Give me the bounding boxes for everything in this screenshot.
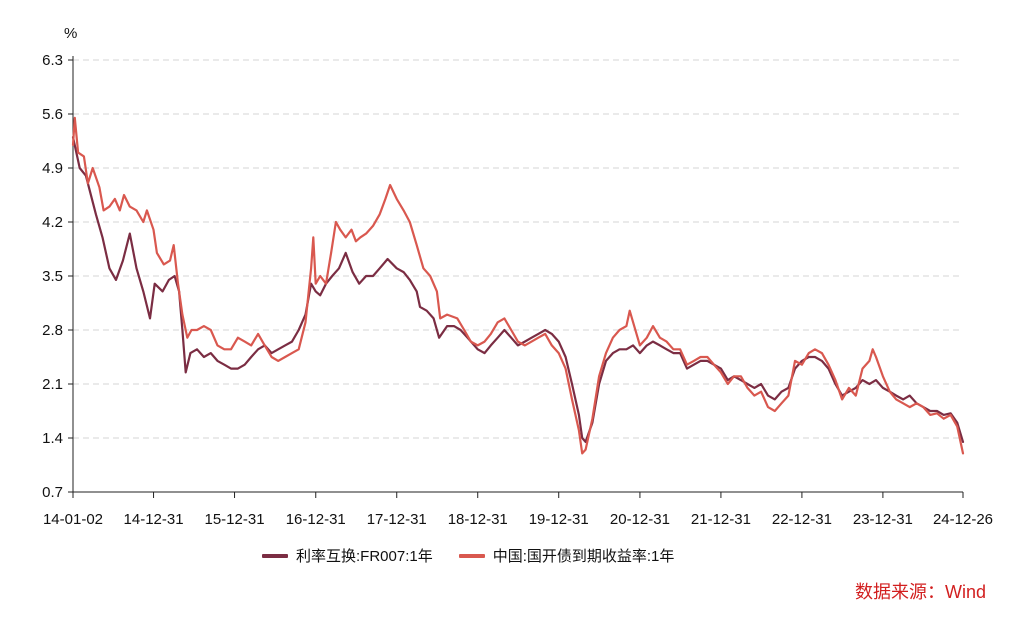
y-tick-label: 6.3 <box>42 52 63 69</box>
x-tick-label: 20-12-31 <box>610 511 670 528</box>
y-tick-label: 4.2 <box>42 214 63 231</box>
axes <box>72 56 963 493</box>
y-axis-ticks: 0.7 1.4 2.1 2.8 3.5 4.2 4.9 5.6 6.3 <box>42 52 73 501</box>
legend-label-cdb: 中国:国开债到期收益率:1年 <box>492 548 675 565</box>
line-chart: 0.7 1.4 2.1 2.8 3.5 4.2 4.9 5.6 6.3 14-01-02 14-1… <box>42 25 993 528</box>
y-tick-label: 0.7 <box>42 484 63 501</box>
y-tick-label: 4.9 <box>42 160 63 177</box>
y-axis-unit: % <box>64 25 77 42</box>
y-tick-label: 1.4 <box>42 430 63 447</box>
x-tick-label: 18-12-31 <box>448 511 508 528</box>
x-tick-label: 14-01-02 <box>43 511 103 528</box>
x-tick-label: 19-12-31 <box>529 511 589 528</box>
x-tick-label: 16-12-31 <box>286 511 346 528</box>
y-tick-label: 3.5 <box>42 268 63 285</box>
x-tick-label: 23-12-31 <box>853 511 913 528</box>
data-source-label: 数据来源：Wind <box>854 582 986 602</box>
legend-label-fr007: 利率互换:FR007:1年 <box>296 548 433 565</box>
legend: 利率互换:FR007:1年 中国:国开债到期收益率:1年 <box>262 545 674 566</box>
legend-swatch-cdb <box>458 553 485 558</box>
series-lines <box>71 116 965 455</box>
gridlines <box>73 59 963 439</box>
legend-item-fr007: 利率互换:FR007:1年 <box>262 545 433 566</box>
legend-item-cdb: 中国:国开债到期收益率:1年 <box>458 545 675 566</box>
x-tick-label: 14-12-31 <box>124 511 184 528</box>
x-axis-ticks: 14-01-02 14-12-31 15-12-31 16-12-31 17-12-31… <box>43 492 993 528</box>
legend-swatch-fr007 <box>262 553 288 558</box>
x-tick-label: 17-12-31 <box>367 511 427 528</box>
x-tick-label: 15-12-31 <box>205 511 265 528</box>
series-line-0 <box>71 136 965 443</box>
y-tick-label: 2.8 <box>42 322 63 339</box>
x-tick-label: 24-12-26 <box>933 511 993 528</box>
x-tick-label: 21-12-31 <box>691 511 751 528</box>
y-tick-label: 5.6 <box>42 106 63 123</box>
x-tick-label: 22-12-31 <box>772 511 832 528</box>
y-tick-label: 2.1 <box>42 376 63 393</box>
series-line-1 <box>71 116 965 455</box>
